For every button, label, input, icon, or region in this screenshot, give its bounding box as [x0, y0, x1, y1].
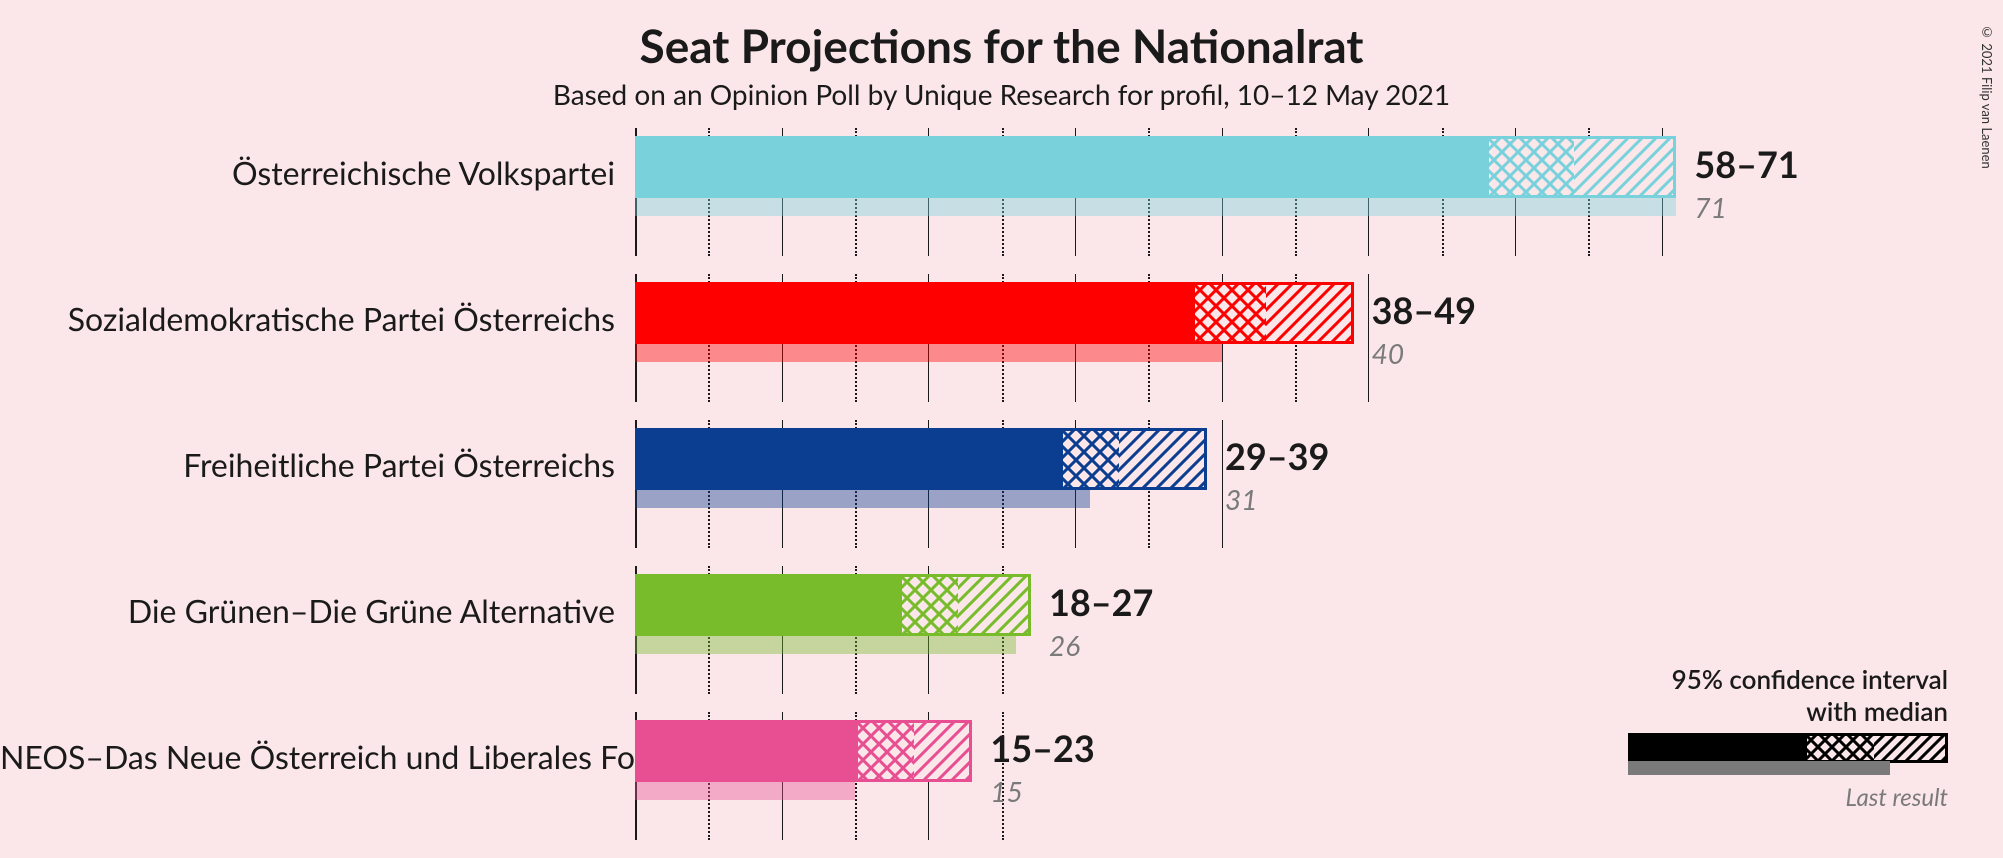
last-value: 71	[1694, 190, 1726, 224]
projection-bar-outline	[899, 574, 1031, 636]
bar-area: 18–27 26	[635, 566, 1735, 694]
range-value: 29–39	[1225, 434, 1329, 478]
range-value: 38–49	[1372, 288, 1476, 332]
projection-bar-outline	[855, 720, 972, 782]
legend-last-bar	[1628, 761, 1890, 775]
chart-subtitle: Based on an Opinion Poll by Unique Resea…	[0, 77, 2003, 111]
legend-title-line2: with median	[1628, 695, 1948, 727]
party-label: Sozialdemokratische Partei Österreichs	[0, 299, 615, 338]
bar-area: 15–23 15	[635, 712, 1735, 840]
party-label: Österreichische Volkspartei	[0, 153, 615, 192]
grid-major	[1368, 274, 1369, 402]
legend-last-label: Last result	[1628, 783, 1948, 812]
legend-sample-bar	[1628, 733, 1948, 781]
party-row: Sozialdemokratische Partei Österreichs 38…	[0, 274, 2003, 402]
range-value: 15–23	[990, 726, 1094, 770]
bar-area: 58–7171	[635, 128, 1735, 256]
legend-outline	[1804, 733, 1948, 763]
party-row: Freiheitliche Partei Österreichs 29–39 31	[0, 420, 2003, 548]
legend-title-line1: 95% confidence interval	[1628, 663, 1948, 695]
range-value: 58–71	[1694, 142, 1798, 186]
last-value: 40	[1372, 336, 1404, 370]
party-label: NEOS–Das Neue Österreich und Liberales F…	[0, 737, 615, 776]
last-value: 26	[1049, 628, 1080, 662]
projection-bar-outline	[1486, 136, 1677, 198]
chart-title: Seat Projections for the Nationalrat	[0, 18, 2003, 73]
projection-bar-solid	[635, 720, 855, 782]
grid-major	[1222, 420, 1223, 548]
party-label: Die Grünen–Die Grüne Alternative	[0, 591, 615, 630]
legend-solid	[1628, 733, 1804, 763]
projection-bar-solid	[635, 428, 1060, 490]
projection-bar-solid	[635, 136, 1486, 198]
projection-bar-solid	[635, 574, 899, 636]
last-value: 31	[1225, 482, 1257, 516]
party-label: Freiheitliche Partei Österreichs	[0, 445, 615, 484]
range-value: 18–27	[1049, 580, 1153, 624]
projection-bar-solid	[635, 282, 1192, 344]
projection-bar-outline	[1060, 428, 1207, 490]
bar-area: 38–49 40	[635, 274, 1735, 402]
last-value: 15	[990, 774, 1022, 808]
chart-legend: 95% confidence interval with median Last…	[1628, 663, 1948, 812]
party-row: Österreichische Volkspartei58–7171	[0, 128, 2003, 256]
bar-area: 29–39 31	[635, 420, 1735, 548]
projection-bar-outline	[1192, 282, 1353, 344]
